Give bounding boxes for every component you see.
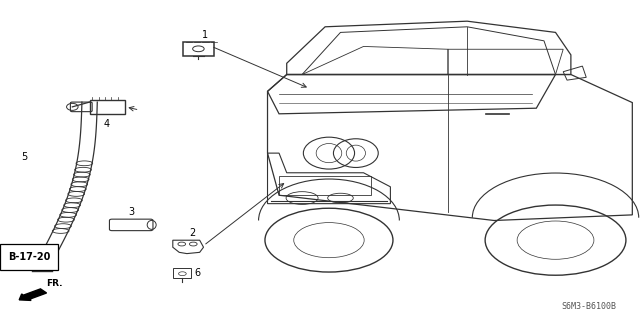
Text: 1: 1 — [202, 30, 208, 40]
Text: 6: 6 — [194, 268, 200, 278]
Text: 3: 3 — [128, 207, 134, 217]
Text: FR.: FR. — [46, 279, 63, 288]
Text: 4: 4 — [103, 119, 109, 129]
Text: S6M3-B6100B: S6M3-B6100B — [561, 302, 616, 311]
FancyArrow shape — [19, 289, 47, 300]
Text: 2: 2 — [189, 228, 195, 238]
Text: 5: 5 — [21, 152, 28, 161]
Text: B-17-20: B-17-20 — [8, 252, 50, 262]
